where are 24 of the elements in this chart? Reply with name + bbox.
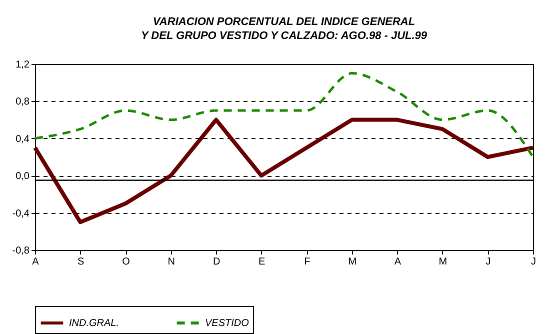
- legend-label: IND.GRAL.: [69, 318, 120, 329]
- x-tick-label: E: [258, 256, 266, 268]
- line-series: [33, 118, 535, 224]
- y-tick-label: 1,2: [16, 60, 30, 70]
- x-tick-label: A: [32, 256, 40, 268]
- x-tick-label: M: [438, 256, 448, 268]
- y-tick-label: 0,0: [16, 171, 30, 182]
- y-tick-label: -0,4: [12, 208, 30, 220]
- x-tick-label: S: [77, 256, 84, 268]
- x-tick-label: O: [122, 256, 130, 268]
- x-tick-label: M: [348, 256, 357, 268]
- y-tick-label: 0,4: [16, 134, 30, 145]
- legend-label: VESTIDO: [205, 318, 250, 329]
- chart-title: VARIACION PORCENTUAL DEL INDICE GENERAL: [152, 16, 416, 28]
- x-tick-label: A: [394, 256, 402, 268]
- line-series: [34, 72, 534, 158]
- y-tick-label: 0,8: [16, 96, 30, 108]
- x-tick-label: J: [531, 256, 536, 268]
- y-tick-label: -0,8: [12, 246, 30, 256]
- chart-subtitle: Y DEL GRUPO VESTIDO Y CALZADO: AGO.98 - JUL.99: [140, 30, 428, 42]
- x-tick-label: J: [486, 256, 491, 268]
- x-tick-label: N: [168, 256, 175, 268]
- x-tick-label: D: [212, 256, 220, 268]
- x-tick-label: F: [304, 256, 310, 268]
